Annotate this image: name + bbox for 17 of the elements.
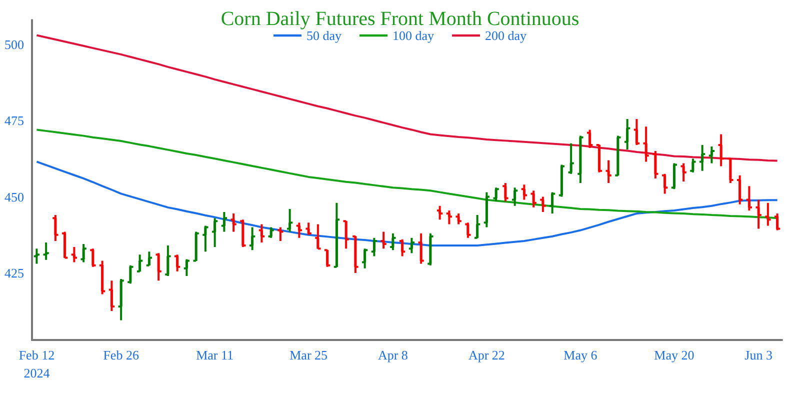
y-tick-label: 450 — [4, 189, 24, 204]
x-tick-label: Apr 22 — [468, 348, 505, 362]
y-tick-label: 425 — [4, 265, 24, 280]
y-tick-label: 500 — [4, 36, 24, 52]
x-tick-label: May 20 — [654, 348, 694, 362]
chart-title: Corn Daily Futures Front Month Continuous — [220, 8, 580, 30]
legend-label: 200 day — [485, 28, 528, 43]
x-tick-label: Mar 25 — [290, 348, 328, 362]
x-tick-label: Feb 12 2024 — [18, 348, 55, 380]
x-tick-label: May 6 — [564, 348, 598, 362]
x-tick-label: Mar 11 — [196, 348, 234, 362]
x-tick-label: Apr 8 — [378, 348, 408, 362]
legend-label: 50 day — [306, 28, 342, 43]
x-tick-label: Jun 3 — [744, 348, 772, 362]
y-tick-label: 475 — [4, 113, 24, 128]
legend-label: 100 day — [392, 28, 435, 43]
x-tick-label: Feb 26 — [103, 348, 140, 362]
